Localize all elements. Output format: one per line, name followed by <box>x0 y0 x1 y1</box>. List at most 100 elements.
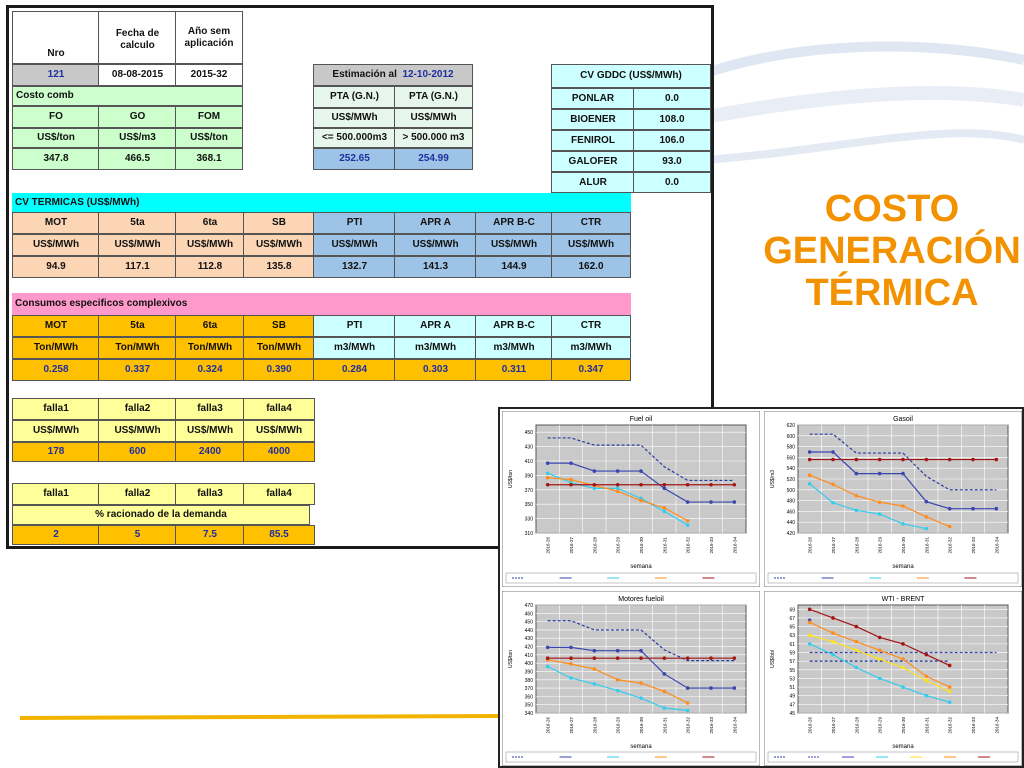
data-point <box>854 648 859 653</box>
x-tick-label: 2016-32 <box>686 717 691 734</box>
y-tick-label: 350 <box>525 502 534 508</box>
consumos-value-7: 0.347 <box>551 359 631 381</box>
x-tick-label: 2016-30 <box>639 717 644 734</box>
data-point <box>615 677 620 682</box>
cv_termicas-name-3: SB <box>243 212 315 234</box>
legend-box <box>505 572 757 584</box>
x-tick-label: 2016-32 <box>948 717 953 734</box>
data-point <box>831 639 835 644</box>
falla-cost-unit-3: US$/MWh <box>243 420 315 442</box>
fom-label: FOM <box>175 106 243 128</box>
consumos-name-2: 6ta <box>175 315 245 337</box>
data-point <box>592 482 597 487</box>
data-point <box>994 506 999 511</box>
y-tick-label: 67 <box>789 616 795 622</box>
y-tick-label: 360 <box>525 694 534 700</box>
x-tick-label: 2016-26 <box>546 717 551 734</box>
falla-cost-unit-1: US$/MWh <box>98 420 177 442</box>
data-point <box>662 672 667 676</box>
y-tick-label: 390 <box>525 473 534 479</box>
pta-1-value: 252.65 <box>313 148 396 170</box>
nro-label: Nro <box>12 11 100 64</box>
data-point <box>947 663 952 668</box>
y-tick-label: 520 <box>787 477 796 483</box>
y-tick-label: 340 <box>525 711 534 717</box>
gddc-name-0: PONLAR <box>551 88 635 109</box>
y-tick-label: 450 <box>525 430 534 436</box>
gddc-name-3: GALOFER <box>551 151 635 172</box>
data-point <box>854 457 859 462</box>
data-point <box>877 657 882 661</box>
data-point <box>924 693 929 698</box>
x-tick-label: 2016-31 <box>924 717 929 734</box>
consumos-title: Consumos especificos complexivos <box>12 293 631 315</box>
falla-pct-value-1: 5 <box>98 525 177 545</box>
pta-1-unit: US$/MWh <box>313 108 396 128</box>
cv_termicas-name-7: CTR <box>551 212 631 234</box>
y-tick-label: 61 <box>789 642 795 648</box>
data-point <box>662 689 667 694</box>
falla-pct-value-3: 85.5 <box>243 525 315 545</box>
consumos-name-4: PTI <box>313 315 396 337</box>
falla-cost-unit-0: US$/MWh <box>12 420 100 442</box>
data-point <box>545 656 550 660</box>
gddc-value-3: 93.0 <box>633 151 711 172</box>
consumos-value-6: 0.311 <box>475 359 553 381</box>
y-tick-label: 500 <box>787 488 796 494</box>
data-point <box>592 656 597 660</box>
x-tick-label: 2016-33 <box>971 537 976 554</box>
y-tick-label: 460 <box>787 509 796 515</box>
data-point <box>615 482 620 487</box>
go-unit: US$/m3 <box>98 128 177 148</box>
data-point <box>662 482 667 487</box>
y-tick-label: 560 <box>787 455 796 461</box>
slide-title-line-3: TÉRMICA <box>805 272 979 314</box>
y-axis-label: US$/ton <box>508 650 514 668</box>
x-tick-label: 2016-29 <box>878 717 883 734</box>
y-tick-label: 420 <box>525 645 534 651</box>
data-point <box>569 645 573 650</box>
y-tick-label: 410 <box>525 459 534 465</box>
data-point <box>831 457 835 462</box>
anio-value: 2015-32 <box>175 64 243 86</box>
x-tick-label: 2016-31 <box>662 717 667 734</box>
consumos-unit-1: Ton/MWh <box>98 337 177 359</box>
x-tick-label: 2016-27 <box>569 537 574 554</box>
data-point <box>807 642 812 646</box>
data-point <box>924 499 929 504</box>
consumos-unit-5: m3/MWh <box>394 337 477 359</box>
y-tick-label: 51 <box>789 685 795 691</box>
data-point <box>901 471 905 476</box>
cv_termicas-value-2: 112.8 <box>175 256 245 278</box>
fom-unit: US$/ton <box>175 128 243 148</box>
x-tick-label: 2016-28 <box>592 537 597 554</box>
y-tick-label: 480 <box>787 499 796 505</box>
x-tick-label: 2016-26 <box>808 717 813 734</box>
y-tick-label: 350 <box>525 703 534 709</box>
cv_termicas-unit-2: US$/MWh <box>175 234 245 256</box>
x-tick-label: 2016-30 <box>639 537 644 554</box>
data-point <box>901 665 905 670</box>
cv_termicas-value-6: 144.9 <box>475 256 553 278</box>
data-point <box>545 645 550 650</box>
falla-cost-value-1: 600 <box>98 442 177 462</box>
data-point <box>994 457 999 462</box>
consumos-name-7: CTR <box>551 315 631 337</box>
gddc-name-2: FENIROL <box>551 130 635 151</box>
falla-pct-value-2: 7.5 <box>175 525 245 545</box>
data-point <box>592 648 597 653</box>
data-point <box>947 457 952 462</box>
x-tick-label: 2016-29 <box>616 717 621 734</box>
y-tick-label: 430 <box>525 636 534 642</box>
y-tick-label: 450 <box>525 620 534 626</box>
falla-cost-unit-2: US$/MWh <box>175 420 245 442</box>
x-tick-label: 2016-33 <box>709 537 714 554</box>
gold-rule <box>19 714 501 720</box>
wti-brent-chart: WTI - BRENT 45 47 49 51 53 55 57 59 61 63 65 67 69 201… <box>764 591 1022 766</box>
cv_termicas-value-7: 162.0 <box>551 256 631 278</box>
y-tick-label: 370 <box>525 488 534 494</box>
y-tick-label: 400 <box>525 661 534 667</box>
data-point <box>924 526 929 531</box>
chart-title: Gasoil <box>893 416 913 423</box>
series-line <box>809 483 927 530</box>
